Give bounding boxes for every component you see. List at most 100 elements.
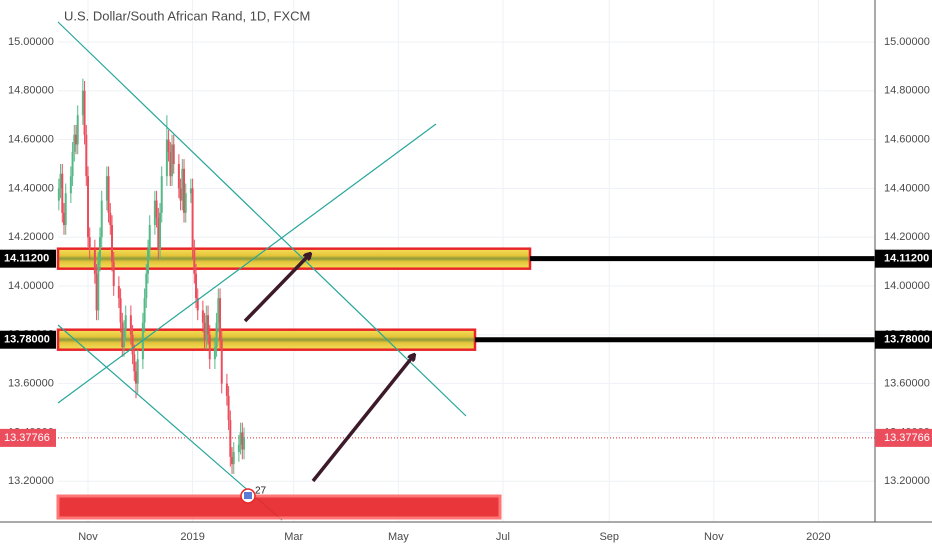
candle-body — [117, 286, 120, 299]
candle-body — [208, 334, 211, 360]
candle-body — [95, 273, 98, 311]
candle-body — [73, 134, 76, 152]
y-tick-label: 14.80000 — [8, 85, 54, 97]
candle-body — [112, 261, 115, 287]
trend-lines: 27 — [56, 21, 502, 521]
last-price-label: 13.37766 — [4, 432, 50, 444]
x-tick-label: 2019 — [180, 531, 204, 543]
candle-body — [243, 437, 246, 450]
level-label: 13.78000 — [884, 334, 930, 346]
candle-body — [145, 273, 148, 299]
resistance-zone — [56, 247, 532, 270]
last-price-bg — [875, 428, 932, 447]
y-tick-label: 13.60000 — [884, 378, 930, 390]
trend-line — [57, 324, 283, 521]
y-tick-label: 14.40000 — [884, 182, 930, 194]
event-count: 27 — [255, 486, 267, 497]
candle-body — [81, 90, 84, 116]
y-tick-label: 14.00000 — [8, 280, 54, 292]
support-zone — [56, 494, 502, 520]
y-tick-label: 13.60000 — [8, 378, 54, 390]
candle-body — [196, 298, 199, 311]
candle-body — [109, 212, 112, 226]
candle-body — [121, 322, 124, 348]
candle-body — [189, 188, 192, 194]
y-tick-label: 14.60000 — [884, 133, 930, 145]
candle-body — [85, 134, 88, 177]
candle-body — [205, 315, 208, 340]
candle-body — [105, 176, 108, 201]
candle-body — [100, 200, 103, 238]
candle-body — [179, 188, 182, 201]
candle-body — [153, 200, 156, 226]
level-label: 14.11200 — [884, 253, 929, 265]
candle-body — [88, 237, 91, 250]
candle-body — [83, 90, 86, 135]
candle-body — [217, 298, 220, 323]
candle-body — [124, 315, 127, 330]
candle-body — [63, 212, 66, 226]
candle-body — [107, 176, 110, 213]
y-tick-label: 15.00000 — [8, 36, 54, 48]
candle-body — [157, 217, 160, 250]
x-tick-label: Mar — [284, 531, 303, 543]
y-tick-label: 13.20000 — [884, 475, 930, 487]
candle-body — [181, 168, 184, 201]
x-tick-label: May — [388, 531, 409, 543]
candle-body — [123, 329, 126, 348]
level-label-bg — [0, 330, 56, 349]
last-price-bg — [0, 428, 56, 447]
candle-body — [57, 188, 60, 201]
candle-body — [219, 298, 222, 340]
candle-body — [213, 347, 216, 360]
candle-body — [232, 451, 235, 465]
candle-body — [119, 298, 122, 323]
arrow — [243, 254, 310, 323]
candle-body — [239, 432, 242, 445]
x-tick-label: Sep — [599, 531, 619, 543]
arrow — [311, 355, 414, 483]
candle-body — [61, 173, 64, 213]
candle-body — [93, 249, 96, 274]
candle-body — [191, 188, 194, 250]
candle-body — [227, 395, 230, 421]
x-tick-label: 2020 — [806, 531, 830, 543]
candle-body — [167, 139, 170, 152]
candle-body — [171, 144, 174, 177]
candle-body — [76, 115, 79, 145]
candle-body — [111, 225, 114, 262]
candle-body — [87, 176, 90, 238]
candle-body — [229, 420, 232, 457]
trend-line — [57, 21, 467, 417]
x-tick-label: Nov — [704, 531, 724, 543]
event-flag — [244, 492, 252, 499]
level-label-bg — [0, 249, 56, 268]
candle-body — [195, 273, 198, 299]
chart-title: U.S. Dollar/South African Rand, 1D, FXCM — [64, 8, 310, 23]
candle-body — [231, 456, 234, 465]
y-tick-label: 14.20000 — [884, 231, 930, 243]
y-tick-label: 15.00000 — [884, 36, 930, 48]
candle-body — [177, 163, 180, 189]
candle-body — [131, 334, 134, 355]
candle-body — [201, 310, 204, 323]
resistance-zone — [56, 328, 477, 351]
candle-body — [203, 322, 206, 340]
candle-body — [155, 200, 158, 218]
candle-body — [237, 444, 240, 452]
candle-body — [241, 432, 244, 450]
candle-body — [225, 383, 228, 396]
candle-body — [143, 298, 146, 323]
candle-body — [75, 134, 78, 145]
candle-body — [159, 212, 162, 250]
candle-body — [59, 173, 62, 189]
candle-body — [148, 225, 151, 250]
level-label: 14.11200 — [4, 253, 49, 265]
y-tick-label: 14.80000 — [884, 85, 930, 97]
level-label-bg — [875, 330, 932, 349]
trend-line — [57, 123, 437, 404]
candle-body — [183, 168, 186, 213]
candle-body — [97, 261, 100, 311]
candle-body — [99, 237, 102, 262]
